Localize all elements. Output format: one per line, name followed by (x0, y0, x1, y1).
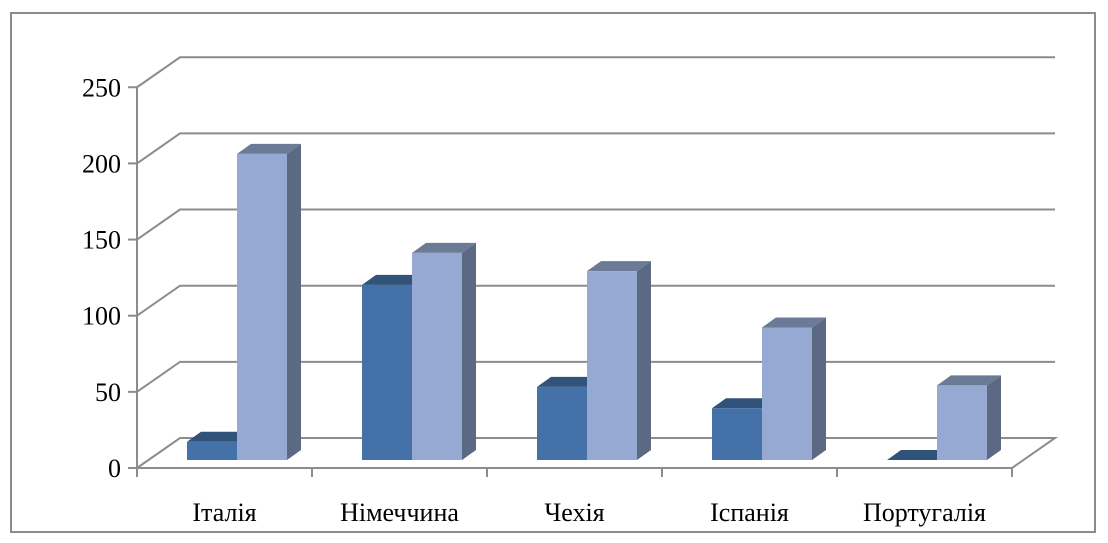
bar (237, 143, 301, 460)
labels: 0 50 100 150 200 250 Італія Німеччина Чехія Іспан… (82, 73, 986, 527)
gridline (136, 56, 1055, 89)
x-category-label: Німеччина (340, 498, 459, 527)
gridline (136, 208, 1055, 241)
x-category-label: Португалія (863, 498, 986, 527)
y-tick-label: 0 (108, 454, 121, 483)
y-tick-label: 250 (82, 73, 121, 102)
bar (887, 450, 951, 460)
bar (587, 261, 651, 460)
x-category-label: Італія (192, 498, 256, 527)
y-tick-label: 200 (82, 149, 121, 178)
bar (937, 375, 1001, 460)
bars (187, 143, 1001, 460)
axes (128, 86, 1013, 477)
gridline (136, 132, 1055, 165)
gridline (136, 284, 1055, 317)
x-category-label: Іспанія (710, 498, 789, 527)
y-tick-label: 150 (82, 226, 121, 255)
bar (412, 242, 476, 460)
x-category-label: Чехія (544, 498, 604, 527)
bar (762, 317, 826, 460)
y-tick-label: 50 (95, 378, 121, 407)
y-tick-label: 100 (82, 302, 121, 331)
